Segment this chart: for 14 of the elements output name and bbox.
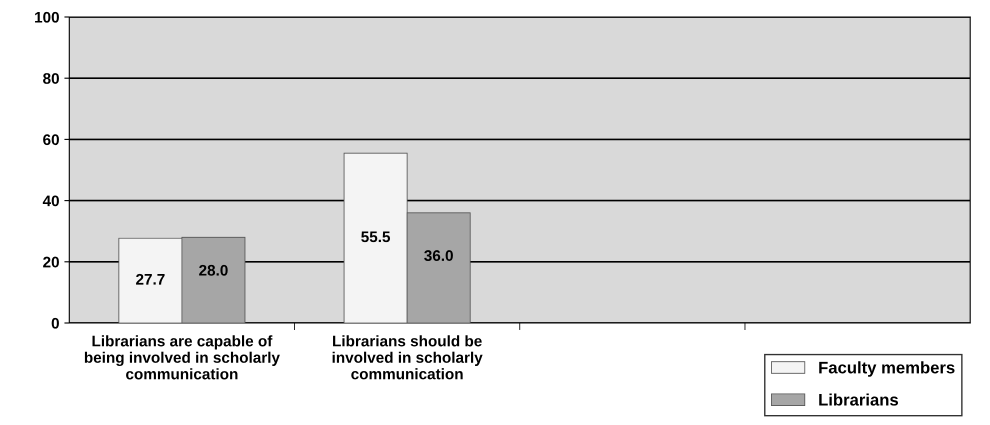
legend-label: Librarians bbox=[819, 393, 898, 406]
y-tick-label: 20 bbox=[43, 256, 59, 268]
data-label: 36.0 bbox=[424, 250, 453, 262]
x-tick-label: Librarians are capable of being involved in scholarly communication bbox=[84, 335, 280, 380]
data-label: 27.7 bbox=[136, 274, 165, 285]
x-tick-label: Librarians should be involved in scholarly communication bbox=[332, 335, 483, 380]
legend-label: Faculty members bbox=[819, 361, 955, 377]
y-tick-label: 60 bbox=[43, 134, 59, 146]
data-label: 28.0 bbox=[199, 264, 228, 276]
y-tick-label: 100 bbox=[35, 12, 59, 23]
data-label: 55.5 bbox=[361, 232, 390, 242]
y-tick-label: 80 bbox=[43, 73, 59, 84]
y-tick-label: 0 bbox=[52, 318, 59, 329]
y-tick-label: 40 bbox=[42, 195, 59, 206]
